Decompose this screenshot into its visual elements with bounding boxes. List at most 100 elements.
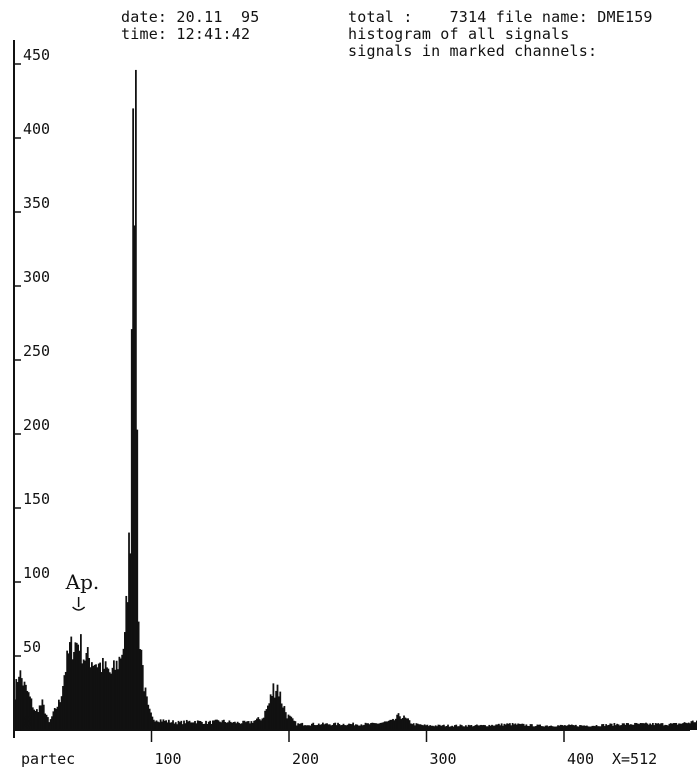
histogram-bar: [96, 667, 99, 730]
histogram-bar: [493, 725, 496, 730]
histogram-bar: [246, 721, 249, 730]
histogram-bar: [342, 723, 345, 730]
time-line: time: 12:41:42: [121, 26, 250, 43]
histogram-bar: [62, 685, 64, 730]
histogram-bar: [594, 726, 597, 730]
histogram-bar: [66, 650, 69, 730]
histogram-bar: [143, 691, 146, 730]
histogram-bar: [40, 705, 42, 730]
histogram-bar: [155, 720, 158, 730]
histogram-bar: [451, 725, 454, 730]
histogram-bar: [598, 726, 601, 730]
histogram-bar: [546, 725, 548, 730]
histogram-bar: [372, 722, 375, 730]
histogram-bar: [592, 725, 595, 730]
histogram-bar: [437, 724, 440, 730]
histogram-bar: [185, 719, 188, 730]
histogram-bar: [526, 725, 529, 730]
histogram-bar: [551, 726, 554, 730]
histogram-bar: [34, 710, 37, 730]
histogram-bar: [86, 647, 89, 730]
histogram-bar: [251, 722, 254, 730]
histogram-bar: [148, 708, 151, 730]
histogram-bar: [415, 723, 418, 730]
histogram-bar: [51, 716, 53, 730]
histogram-bar: [89, 667, 92, 730]
histogram-bar: [297, 723, 300, 730]
histogram-bar: [108, 672, 111, 730]
histogram-bar: [147, 704, 150, 730]
histogram-bar: [320, 724, 323, 730]
histogram-bar: [293, 720, 295, 730]
histogram-bar: [157, 721, 159, 730]
histogram-bar: [45, 714, 48, 730]
histogram-bar: [350, 724, 353, 730]
histogram-bar: [159, 719, 162, 730]
histogram-bar: [642, 723, 645, 730]
histogram-bar: [467, 724, 470, 730]
y-tick-label: 450: [23, 46, 50, 64]
histogram-bar: [29, 696, 31, 730]
histogram-bar: [685, 722, 687, 730]
histogram-bar: [686, 723, 689, 730]
histogram-bar: [99, 662, 102, 730]
histogram-bar: [199, 720, 202, 730]
histogram-bar: [19, 670, 22, 730]
histogram-bar: [330, 725, 333, 730]
histogram-bar: [403, 715, 405, 730]
histogram-bar: [543, 726, 546, 730]
histogram-bar: [26, 690, 29, 730]
histogram-bar: [188, 720, 191, 730]
histogram-bar: [623, 723, 625, 730]
histogram-bar: [304, 725, 306, 730]
histogram-bar: [177, 720, 180, 730]
histogram-bar: [620, 725, 623, 730]
total-label: total :: [348, 8, 413, 26]
histogram-bar: [181, 724, 184, 730]
histogram-bar: [253, 720, 256, 730]
histogram-bar: [392, 718, 394, 730]
histogram-bar: [275, 690, 278, 730]
histogram-bar: [553, 726, 555, 730]
histogram-bar: [187, 721, 190, 730]
histogram-bar: [64, 671, 67, 730]
histogram-bar: [500, 723, 503, 730]
histogram-bar: [202, 723, 205, 730]
histogram-bar: [306, 725, 309, 730]
histogram-bar: [300, 723, 302, 730]
histogram-bar: [59, 702, 62, 730]
histogram-bar: [238, 722, 240, 730]
histogram-bar: [492, 725, 495, 730]
histogram-bar: [328, 724, 331, 730]
histogram-bar: [236, 721, 239, 730]
histogram-bar: [119, 658, 122, 730]
histogram-bar: [478, 725, 481, 730]
histogram-bar: [641, 723, 643, 730]
histogram-bar: [95, 664, 97, 730]
histogram-bar: [628, 724, 631, 730]
histogram-bar: [401, 717, 404, 730]
histogram-bar: [217, 720, 220, 730]
y-tick-label: 350: [23, 194, 50, 212]
histogram-bar: [565, 725, 568, 730]
histogram-bar: [495, 724, 498, 730]
histogram-bar: [459, 724, 462, 730]
histogram-bar: [405, 718, 408, 730]
histogram-bar: [84, 660, 86, 730]
histogram-bar: [566, 725, 569, 730]
histogram-bar: [432, 725, 434, 730]
histogram-bar: [169, 722, 172, 730]
histogram-bar: [536, 724, 539, 730]
histogram-bar: [502, 725, 504, 730]
histogram-bar: [284, 712, 287, 730]
histogram-bar: [577, 726, 580, 730]
histogram-bar: [130, 329, 133, 730]
histogram-bar: [652, 723, 654, 730]
histogram-bar: [668, 723, 671, 730]
histogram-bar: [305, 725, 308, 730]
histogram-bar: [404, 717, 407, 730]
x-tick-label: 400: [567, 750, 594, 768]
histogram-bar: [471, 726, 474, 730]
histogram-bar: [535, 726, 537, 730]
histogram-bar: [190, 722, 192, 730]
